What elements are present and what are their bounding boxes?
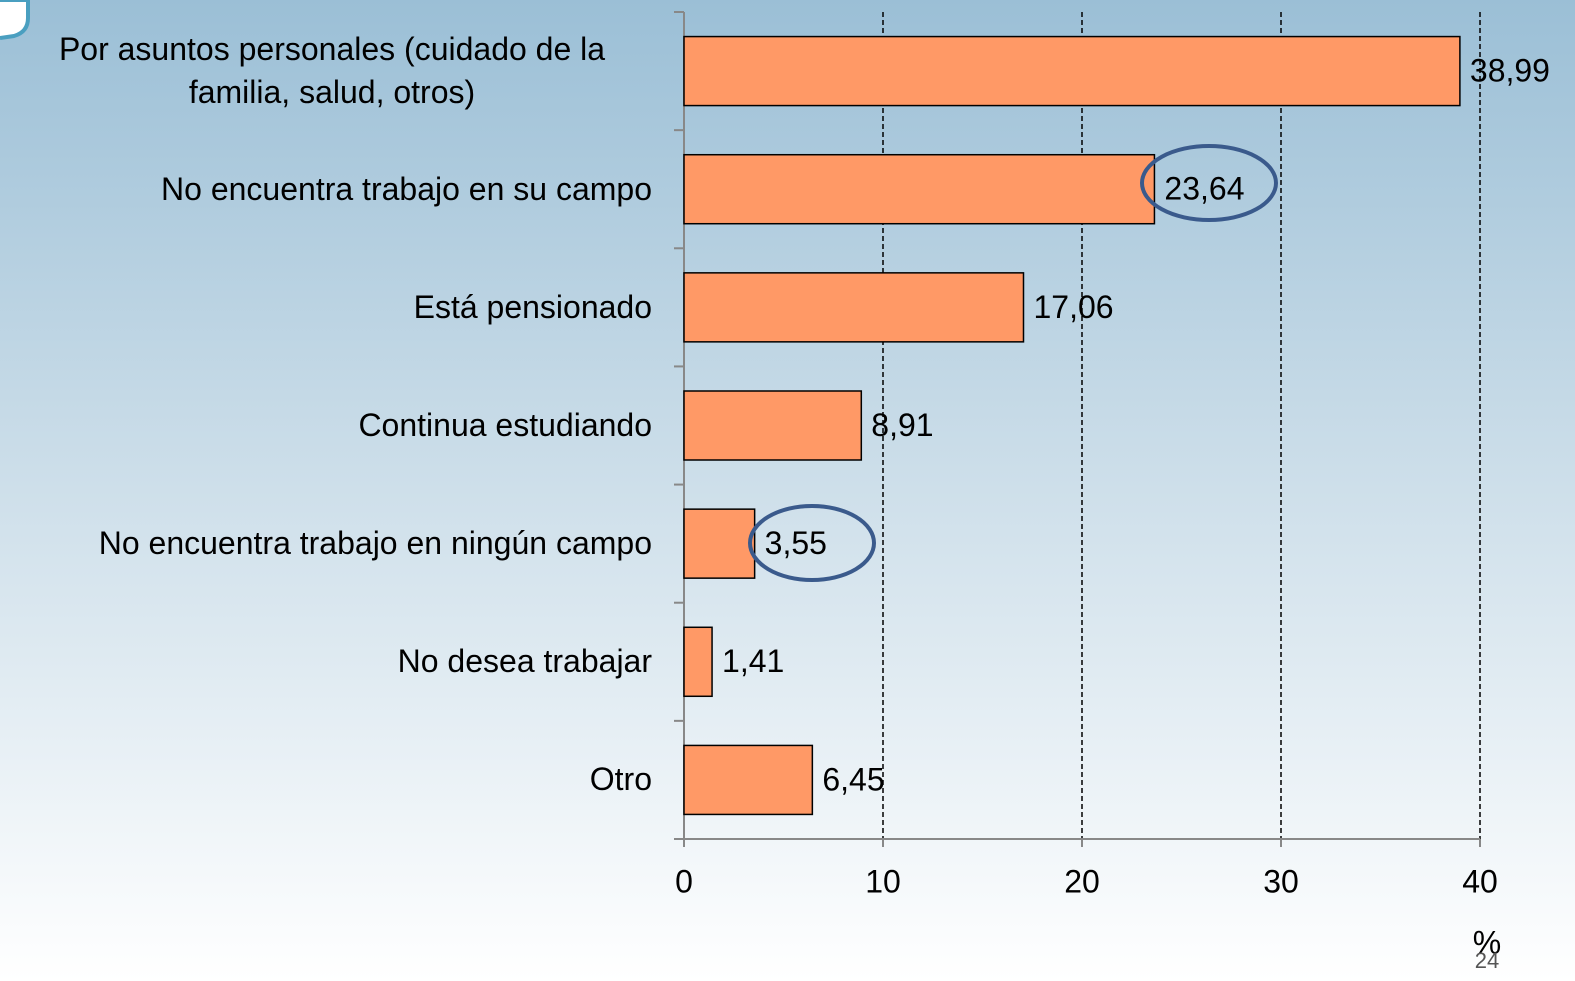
bar bbox=[683, 626, 713, 698]
category-text: Continua estudiando bbox=[358, 407, 652, 443]
category-label: Continua estudiando bbox=[0, 376, 652, 476]
x-tick-label: 0 bbox=[675, 863, 693, 899]
bar bbox=[683, 272, 1025, 343]
category-text: Otro bbox=[589, 761, 652, 798]
category-label: No encuentra trabajo en ningún campo bbox=[0, 494, 652, 594]
value-label: 8,91 bbox=[871, 407, 933, 443]
category-text: No encuentra trabajo en su campo bbox=[161, 170, 652, 207]
value-label: 1,41 bbox=[722, 643, 784, 679]
x-tick-label: 10 bbox=[865, 863, 901, 899]
highlight-circle bbox=[748, 504, 876, 582]
category-label: No desea trabajar bbox=[0, 612, 652, 712]
category-label: Por asuntos personales (cuidado de la fa… bbox=[0, 21, 652, 121]
value-label: 38,99 bbox=[1470, 53, 1550, 89]
value-label: 3,55 bbox=[765, 525, 827, 561]
x-tick-label: 30 bbox=[1263, 863, 1299, 899]
x-axis-label: % bbox=[1473, 924, 1501, 960]
x-tick-label: 20 bbox=[1064, 863, 1100, 899]
bar bbox=[683, 153, 1156, 225]
category-text: No desea trabajar bbox=[397, 643, 652, 680]
category-text: Por asuntos personales (cuidado de la fa… bbox=[58, 31, 606, 111]
category-label: No encuentra trabajo en su campo bbox=[0, 139, 652, 239]
bar bbox=[683, 390, 863, 461]
x-tick-label: 40 bbox=[1462, 863, 1498, 899]
category-text: Está pensionado bbox=[413, 288, 652, 325]
bar bbox=[683, 744, 814, 816]
value-label: 6,45 bbox=[822, 761, 884, 797]
bar bbox=[683, 508, 756, 579]
slide-number: 24 bbox=[1475, 948, 1499, 973]
category-label: Está pensionado bbox=[0, 257, 652, 357]
value-label: 17,06 bbox=[1033, 289, 1113, 325]
category-text: No encuentra trabajo en ningún campo bbox=[98, 525, 652, 562]
category-label: Otro bbox=[0, 730, 652, 830]
value-label: 23,64 bbox=[1164, 171, 1244, 207]
highlight-circle bbox=[1140, 144, 1278, 222]
slide-decoration bbox=[0, 0, 30, 40]
plot-area: 0 10 20 30 40 38,99 23,64 17,06 8,91 3,55 1,41 6,45 bbox=[674, 11, 1550, 899]
bar bbox=[683, 35, 1461, 107]
